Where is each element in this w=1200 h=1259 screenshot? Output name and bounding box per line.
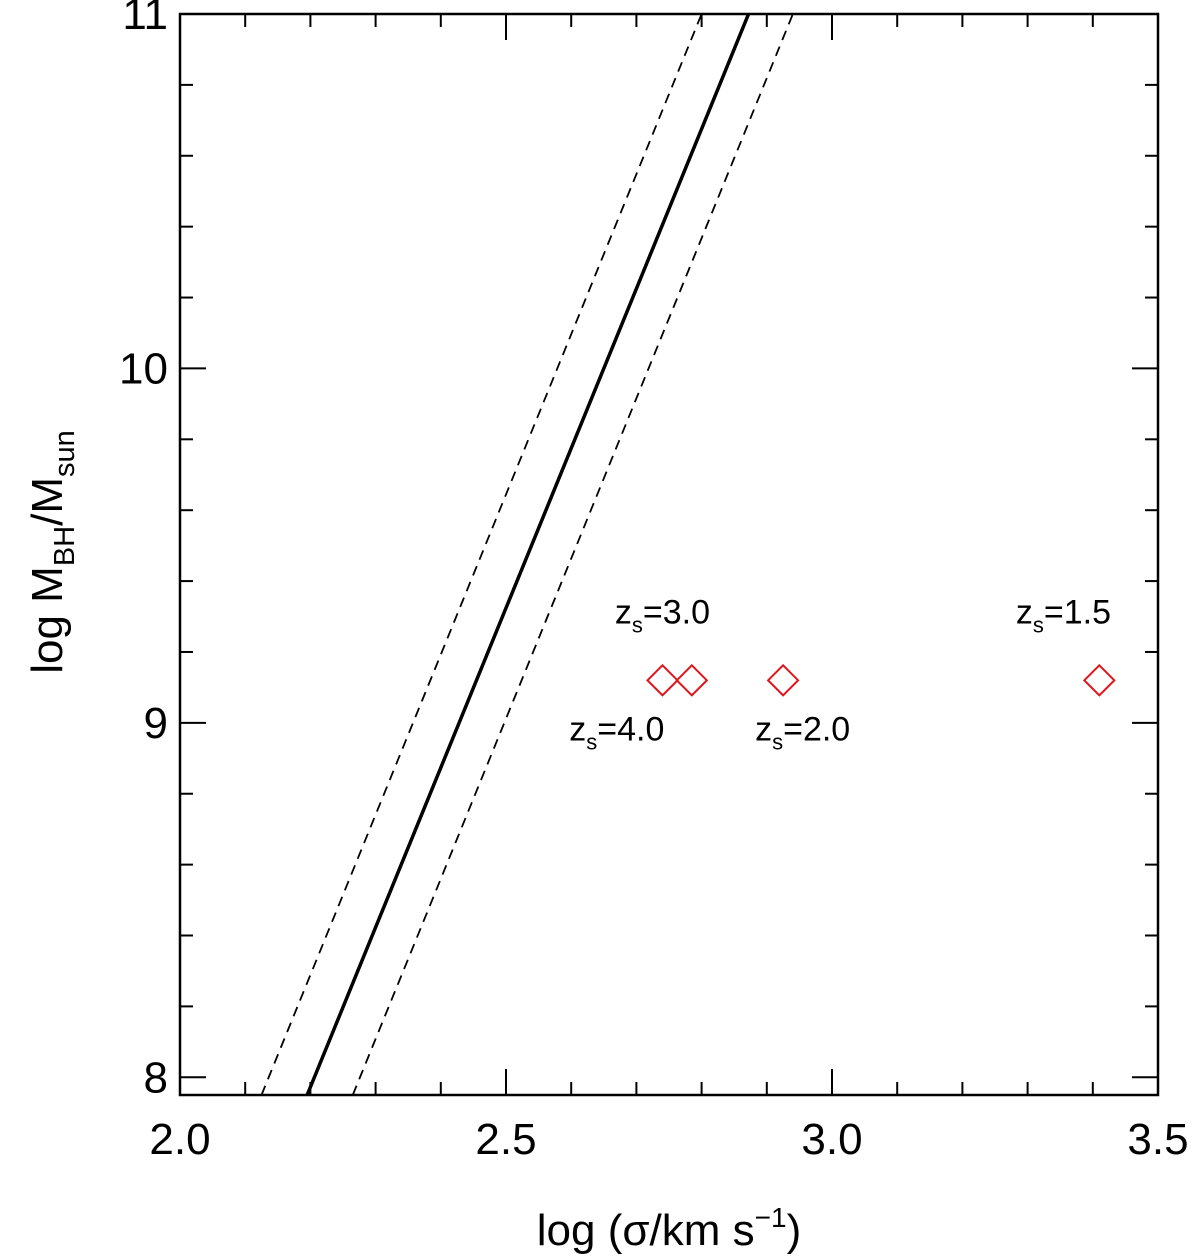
point-annotation: zs=2.0 xyxy=(755,711,850,755)
point-annotation: zs=3.0 xyxy=(615,594,710,638)
point-annotation: zs=1.5 xyxy=(1016,594,1111,638)
x-tick-label: 3.5 xyxy=(1127,1115,1188,1164)
y-tick-label: 11 xyxy=(122,0,168,39)
x-axis-title: log (σ/km s−1) xyxy=(537,1202,801,1255)
data-point-diamond xyxy=(646,663,679,697)
y-tick-label: 8 xyxy=(144,1053,168,1102)
relation-line-dashed xyxy=(260,14,703,1095)
x-tick-label: 2.0 xyxy=(149,1115,210,1164)
data-point-diamond xyxy=(766,663,800,697)
y-axis-title: log MBH/Msun xyxy=(23,430,81,674)
y-tick-label: 10 xyxy=(119,344,168,393)
point-annotation: zs=4.0 xyxy=(569,711,664,755)
data-point-diamond xyxy=(1082,663,1116,697)
plot-frame xyxy=(178,12,1160,1097)
relation-line-solid xyxy=(305,14,751,1095)
x-tick-label: 2.5 xyxy=(475,1115,536,1164)
relation-line-dashed xyxy=(351,14,794,1095)
data-point-diamond xyxy=(675,663,709,697)
y-tick-label: 9 xyxy=(144,699,168,748)
x-tick-label: 3.0 xyxy=(801,1115,862,1164)
